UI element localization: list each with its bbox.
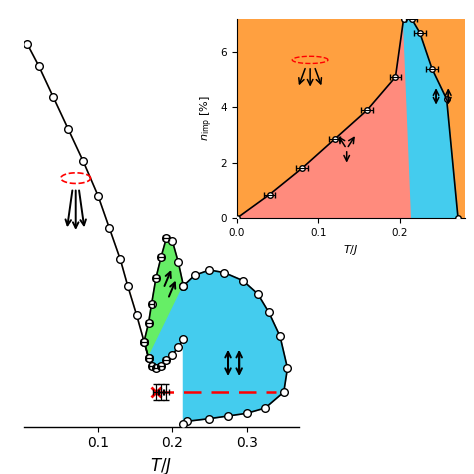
- Y-axis label: $n_{\rm imp}$ [%]: $n_{\rm imp}$ [%]: [199, 96, 215, 141]
- Polygon shape: [403, 19, 458, 218]
- Polygon shape: [24, 45, 148, 427]
- X-axis label: $T/J$: $T/J$: [150, 456, 172, 474]
- Polygon shape: [148, 270, 287, 424]
- Polygon shape: [237, 19, 412, 218]
- Polygon shape: [144, 238, 183, 368]
- Polygon shape: [237, 19, 465, 218]
- Polygon shape: [24, 28, 299, 427]
- X-axis label: $T/J$: $T/J$: [343, 243, 358, 257]
